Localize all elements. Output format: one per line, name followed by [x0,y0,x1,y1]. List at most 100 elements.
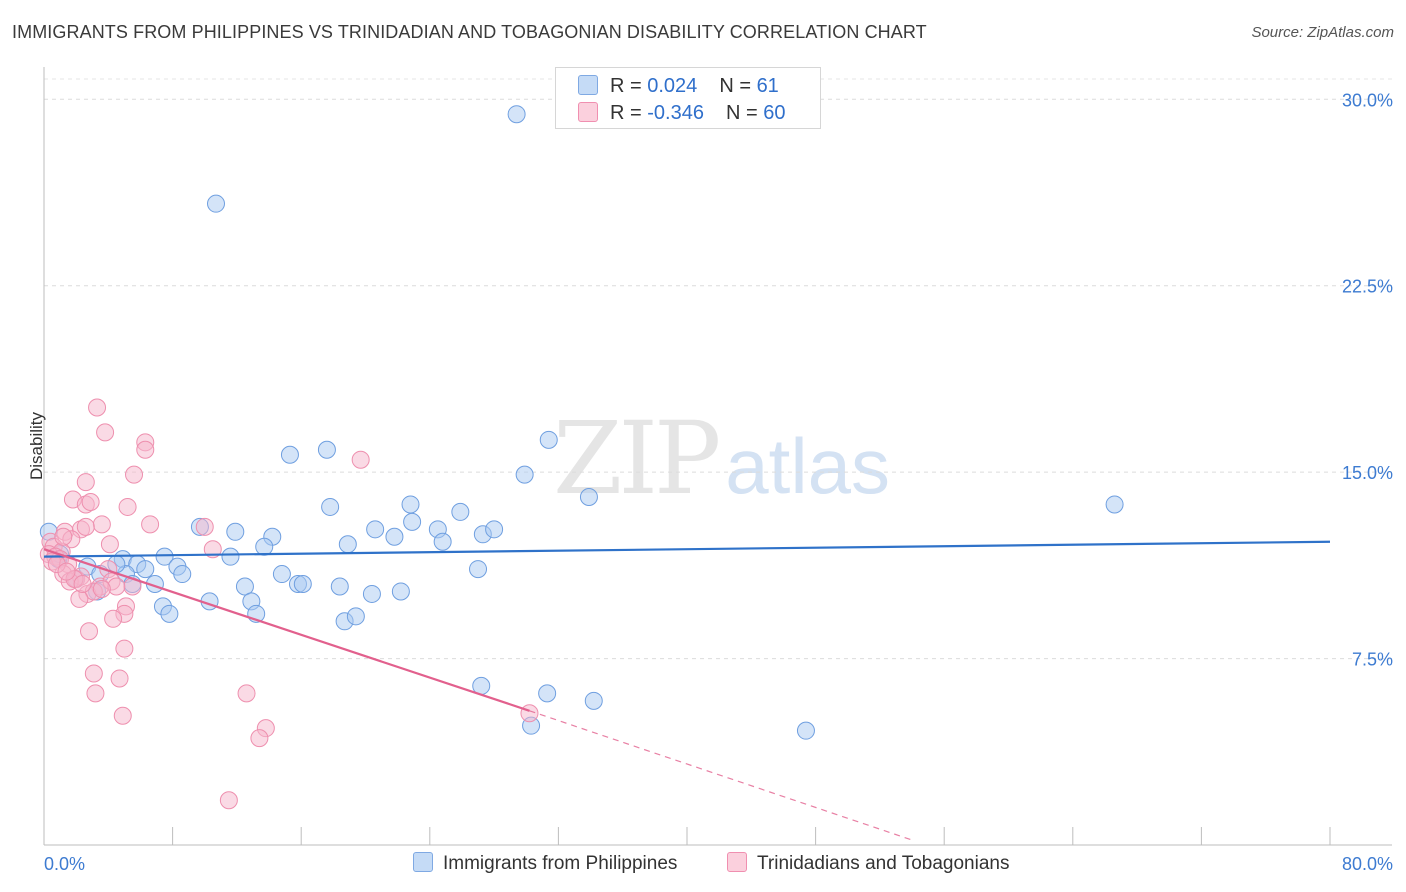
data-point-trinidadian [88,398,107,417]
y-tick-label: 22.5% [1342,277,1393,297]
data-point-trinidadian [76,517,95,536]
data-point-trinidadian [100,535,119,554]
data-point-trinidadian [70,589,89,608]
data-point-philippines [293,575,312,593]
data-point-trinidadian [92,579,111,598]
series-label-trinidadian: Trinidadians and Tobagonians [757,853,1010,874]
series-legend: Immigrants from Philippines Trinidadians… [0,852,1406,878]
data-point-philippines [317,440,336,459]
data-point-philippines [155,547,174,566]
data-point-philippines [515,465,534,484]
series-swatch-trinidadian [727,852,747,872]
legend-n-value: 61 [756,75,779,97]
data-point-trinidadian [195,517,214,536]
legend-n-value: 60 [763,102,786,124]
legend-r-label: R = [610,75,648,97]
data-point-philippines [255,537,274,556]
trend-line-trinidadian-extension [529,710,913,841]
data-point-philippines [346,607,365,626]
data-point-trinidadian [84,664,103,683]
data-point-philippines [235,577,254,596]
chart-title: IMMIGRANTS FROM PHILIPPINES VS TRINIDADI… [12,22,927,42]
legend-r-value: -0.346 [647,102,704,124]
data-point-philippines [796,721,815,740]
gridlines [44,78,1392,660]
data-point-trinidadian [104,609,123,628]
data-point-philippines [160,604,179,623]
data-point-philippines [136,560,155,579]
data-point-philippines [584,691,603,710]
data-point-trinidadian [115,639,134,658]
data-point-philippines [401,495,420,514]
trend-lines [43,540,1331,841]
data-point-trinidadian [110,669,129,688]
data-point-philippines [338,535,357,554]
axes [43,67,1392,846]
legend-r-value: 0.024 [647,75,698,97]
trend-line-trinidadian [43,548,530,712]
legend-swatch-philippines [578,75,598,95]
data-point-trinidadian [92,515,111,534]
legend-n-label: N = [719,75,757,97]
series-legend-trinidadian[interactable]: Trinidadians and Tobagonians [727,852,1009,875]
data-point-trinidadian [96,423,115,442]
data-point-philippines [362,584,381,603]
data-point-trinidadian [125,465,144,484]
data-point-philippines [1105,495,1124,514]
source-label: Source: ZipAtlas.com [1251,24,1394,41]
data-point-philippines [539,430,558,449]
data-point-philippines [366,520,385,539]
watermark-atlas: atlas [725,422,891,510]
data-point-trinidadian [54,527,73,546]
data-point-philippines [433,532,452,551]
data-point-trinidadian [80,622,99,641]
data-point-philippines [403,512,422,531]
legend-row-trinidadian: R = -0.346 N = 60 [578,102,785,126]
legend-row-philippines: R = 0.024 N = 61 [578,75,779,99]
y-tick-label: 30.0% [1342,90,1393,110]
legend-r-label: R = [610,102,648,124]
y-axis-title: Disability [27,411,46,480]
data-point-trinidadian [113,706,132,725]
data-points [39,105,1124,810]
series-swatch-philippines [413,852,433,872]
data-point-trinidadian [73,575,92,593]
data-point-trinidadian [250,729,269,748]
data-point-philippines [321,497,340,516]
data-point-philippines [391,582,410,601]
correlation-legend: R = 0.024 N = 61 R = -0.346 N = 60 [555,67,821,129]
data-point-philippines [538,684,557,703]
data-point-philippines [280,445,299,464]
data-point-trinidadian [219,791,238,810]
data-point-philippines [330,577,349,596]
data-point-trinidadian [141,515,160,534]
data-point-philippines [451,502,470,521]
y-tick-label: 15.0% [1342,463,1393,483]
legend-n-label: N = [725,102,764,124]
data-point-trinidadian [57,562,76,581]
tick-labels: 7.5% 15.0% 22.5% 30.0% 0.0% 80.0% [44,90,1393,874]
data-point-trinidadian [136,440,155,459]
data-point-philippines [272,565,291,584]
data-point-philippines [385,527,404,546]
x-tick-label: 80.0% [1342,854,1393,874]
legend-swatch-trinidadian [578,102,598,122]
data-point-trinidadian [237,684,256,703]
data-point-philippines [485,520,504,539]
data-point-trinidadian [351,450,370,469]
series-legend-philippines[interactable]: Immigrants from Philippines [413,852,677,875]
data-point-philippines [221,547,240,566]
data-point-philippines [226,522,245,541]
data-point-trinidadian [86,684,105,703]
data-point-philippines [173,565,192,584]
data-point-trinidadian [520,704,539,723]
data-point-trinidadian [203,540,222,559]
data-point-philippines [469,560,488,579]
data-point-trinidadian [76,473,95,492]
series-label-philippines: Immigrants from Philippines [443,853,678,874]
data-point-philippines [507,105,526,124]
data-point-trinidadian [81,492,100,511]
data-point-philippines [207,194,226,213]
data-point-philippines [579,488,598,506]
